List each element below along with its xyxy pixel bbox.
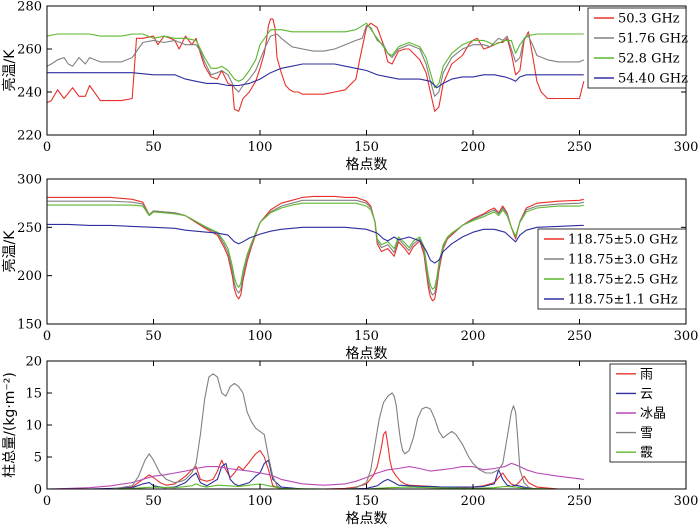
series-line-2-4 — [47, 483, 584, 489]
y-tick-label: 15 — [25, 387, 42, 402]
x-tick-label: 50 — [145, 329, 162, 344]
x-tick-label: 150 — [354, 329, 379, 344]
panel-top: 0 50 100 150 200 250 300 220 240 260 280 格点数 亮温/K 50.… — [1, 0, 698, 173]
x-axis-label: 格点数 — [346, 157, 388, 173]
x-tick-label: 300 — [674, 329, 699, 344]
legend-label: 118.75±2.5 GHz — [568, 273, 678, 288]
legend-box — [537, 228, 687, 310]
y-axis-label: 柱总量/(kg·m⁻²) — [2, 372, 18, 478]
legend-label: 51.76 GHz — [618, 32, 688, 47]
legend-label: 54.40 GHz — [618, 72, 688, 87]
x-tick-label: 250 — [567, 140, 592, 155]
series-line-0-1 — [47, 24, 585, 97]
y-axis-label: 亮温/K — [1, 49, 18, 92]
panel-middle: 0 50 100 150 200 250 300 150 200 250 300 格点数 亮温/K 118… — [1, 173, 698, 363]
x-tick-label: 200 — [461, 140, 486, 155]
y-tick-label: 20 — [25, 355, 42, 370]
x-tick-label: 50 — [145, 140, 162, 155]
x-tick-label: 100 — [248, 494, 273, 509]
x-tick-label: 100 — [248, 329, 273, 344]
y-tick-label: 0 — [34, 483, 42, 498]
y-tick-label: 220 — [17, 129, 42, 144]
y-axis-label: 亮温/K — [1, 230, 18, 273]
legend-label: 雪 — [640, 426, 653, 441]
legend: 118.75±5.0 GHz 118.75±3.0 GHz 118.75±2.5 G… — [537, 228, 687, 310]
series-line-1-1 — [47, 199, 584, 296]
series-line-1-2 — [47, 202, 584, 290]
y-tick-label: 250 — [17, 221, 42, 236]
y-tick-label: 260 — [17, 43, 42, 58]
series-line-1-3 — [47, 223, 584, 264]
series-line-2-1 — [47, 459, 584, 489]
legend-label: 雨 — [640, 367, 653, 382]
x-tick-label: 0 — [43, 494, 51, 509]
y-tick-label: 150 — [17, 318, 42, 333]
legend: 50.3 GHz 51.76 GHz 52.8 GHz 54.40 GHz — [587, 7, 688, 89]
series-line-0-3 — [47, 63, 584, 89]
x-tick-label: 250 — [567, 494, 592, 509]
x-axis-label: 格点数 — [346, 511, 388, 527]
legend-box — [587, 7, 687, 89]
x-tick-label: 0 — [43, 140, 51, 155]
legend-label: 52.8 GHz — [618, 52, 680, 67]
plot-frame — [46, 360, 687, 490]
series-line-0-2 — [47, 22, 584, 89]
legend-label: 118.75±3.0 GHz — [568, 253, 678, 268]
panel-bottom: 0 50 100 150 200 250 300 0 5 10 15 20 格点数 柱总量/(kg·m⁻²… — [2, 355, 698, 528]
x-tick-label: 0 — [43, 329, 51, 344]
x-tick-label: 150 — [354, 140, 379, 155]
y-tick-label: 300 — [17, 173, 42, 188]
y-tick-label: 280 — [17, 0, 42, 15]
x-tick-label: 300 — [674, 140, 699, 155]
x-axis-label: 格点数 — [346, 346, 388, 362]
x-tick-label: 50 — [145, 494, 162, 509]
legend-label: 118.75±5.0 GHz — [568, 233, 678, 248]
legend-label: 50.3 GHz — [618, 12, 680, 27]
x-tick-label: 200 — [461, 494, 486, 509]
legend-label: 霰 — [640, 446, 653, 461]
legend-label: 冰晶 — [640, 407, 666, 422]
x-tick-label: 200 — [461, 329, 486, 344]
series-line-0-0 — [47, 18, 585, 112]
y-tick-label: 5 — [34, 451, 42, 466]
x-tick-label: 150 — [354, 494, 379, 509]
legend-label: 云 — [640, 387, 653, 402]
y-tick-label: 10 — [25, 419, 42, 434]
y-tick-label: 200 — [17, 269, 42, 284]
x-tick-label: 300 — [674, 494, 699, 509]
x-tick-label: 250 — [567, 329, 592, 344]
series-line-1-0 — [47, 195, 584, 302]
legend-label: 118.75±1.1 GHz — [568, 293, 678, 308]
x-tick-label: 100 — [248, 140, 273, 155]
y-tick-label: 240 — [17, 86, 42, 101]
series-line-2-2 — [47, 462, 584, 489]
series-line-2-3 — [47, 373, 584, 489]
